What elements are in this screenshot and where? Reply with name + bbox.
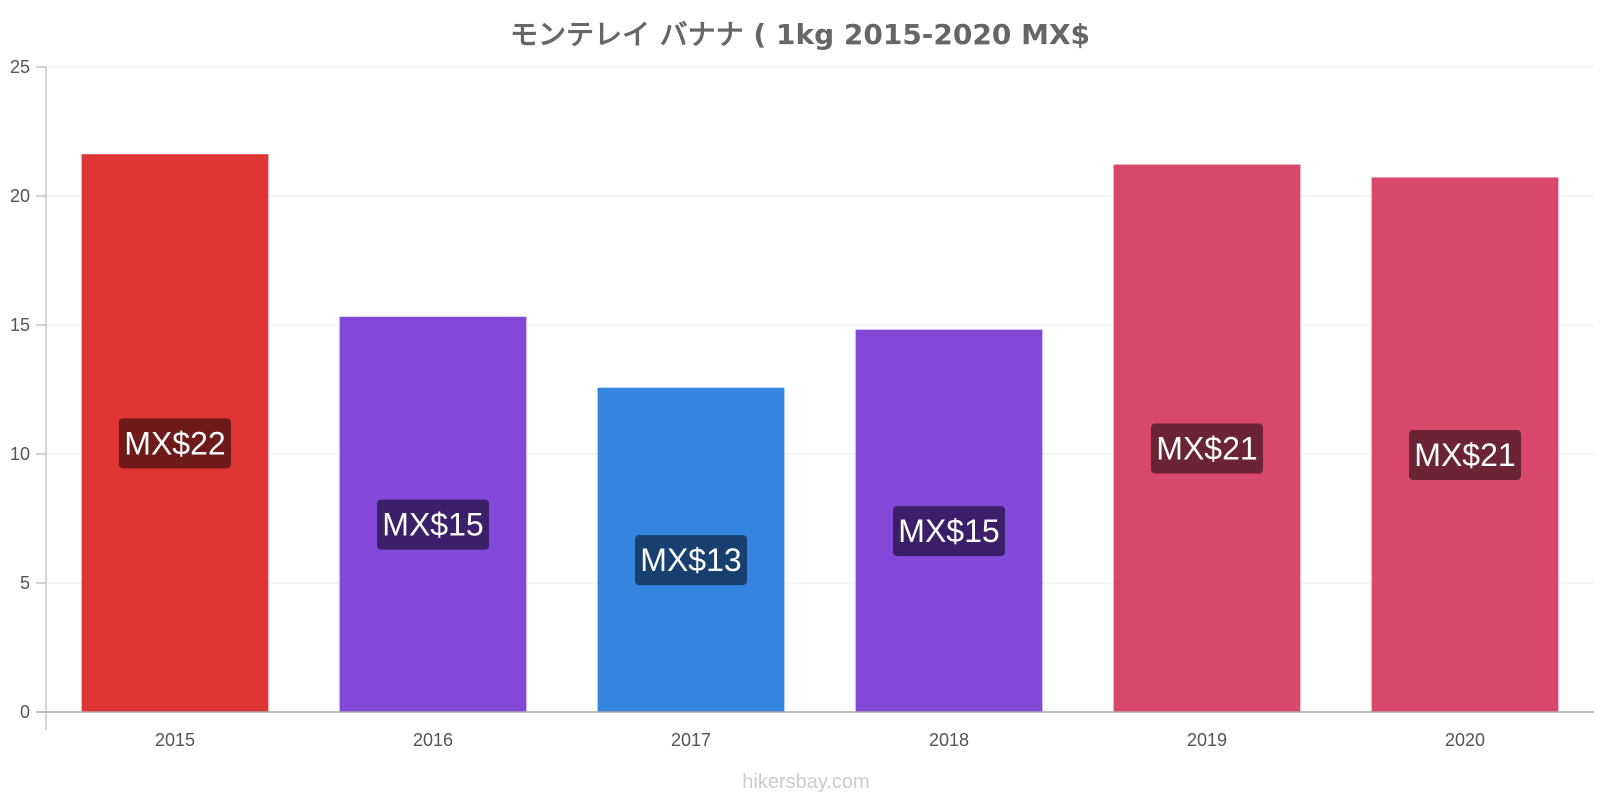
y-tick-label: 25 [10,57,30,77]
y-tick-label: 15 [10,315,30,335]
data-label-2019: MX$21 [1156,431,1257,467]
y-tick-label: 5 [20,573,30,593]
data-label-2017: MX$13 [640,542,741,578]
x-tick-label: 2018 [929,730,969,750]
y-tick-label: 0 [20,702,30,722]
data-label-bg [1151,423,1263,474]
x-tick-label: 2019 [1187,730,1227,750]
data-label-2016: MX$15 [382,507,483,543]
data-label-bg [893,506,1005,557]
data-label-bg [635,535,747,586]
credit-text: hikersbay.com [742,771,869,793]
data-label-2018: MX$15 [898,513,999,549]
x-tick-label: 2015 [155,730,195,750]
data-label-bg [377,499,489,550]
gridlines [46,66,1594,584]
data-label-bg [1409,429,1521,480]
data-label-2020: MX$21 [1414,437,1515,473]
x-tick-label: 2016 [413,730,453,750]
x-tick-label: 2017 [671,730,711,750]
y-tick-label: 10 [10,444,30,464]
x-tick-label: 2020 [1445,730,1485,750]
data-label-bg [119,418,231,469]
y-tick-label: 20 [10,186,30,206]
chart-title: モンテレイ バナナ ( 1kg 2015-2020 MX$ [510,18,1090,51]
data-label-2015: MX$22 [124,425,225,461]
bars: MX$22 MX$15 MX$13 MX$15 MX$21 MX$21 [81,154,1559,713]
axes: 0 5 10 15 20 25 2015 2016 2017 2018 2019 2020 [10,57,1594,750]
